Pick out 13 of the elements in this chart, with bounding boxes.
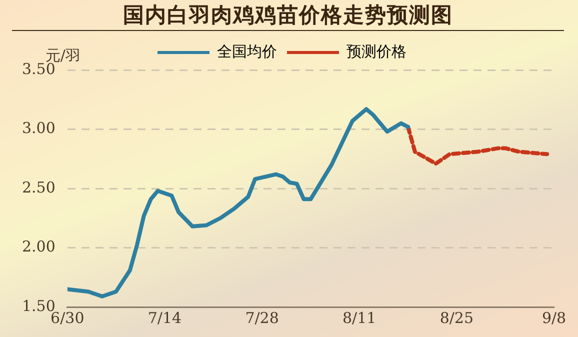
legend-label: 全国均价 [217,42,277,60]
y-axis-title: 元/羽 [45,46,80,64]
y-tick-label: 2.50 [22,178,56,196]
x-tick-label: 9/8 [542,308,566,327]
chart-title: 国内白羽肉鸡鸡苗价格走势预测图 [12,0,564,31]
line-series [406,124,550,166]
x-tick-label: 8/25 [440,308,474,327]
y-tick-label: 3.00 [22,119,56,138]
legend-label: 预测价格 [346,42,406,60]
x-tick-label: 7/28 [245,308,279,327]
x-tick-label: 8/11 [342,308,376,327]
x-tick-label: 7/14 [148,308,182,327]
y-tick-label: 2.00 [22,238,56,256]
